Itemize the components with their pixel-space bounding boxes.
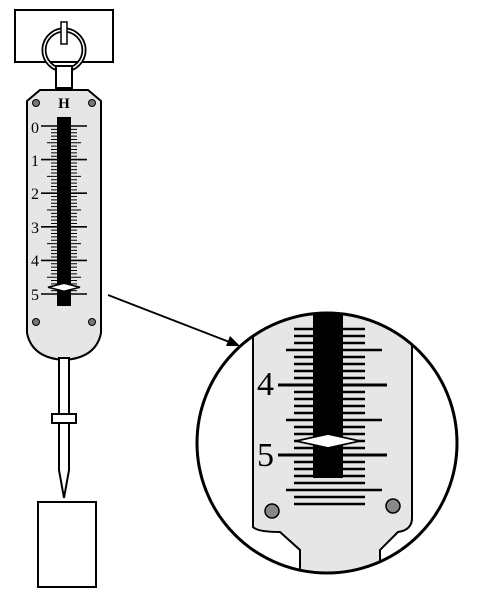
zoom-circle-border: [195, 311, 459, 575]
zoom-label-5: 5: [257, 437, 274, 474]
hanging-weight: [37, 501, 97, 588]
scale-label-5: 5: [31, 287, 39, 304]
pointer: [47, 282, 81, 293]
hanging-ring: [41, 21, 87, 89]
zoom-screw-left: [264, 503, 280, 519]
scale-label-0: 0: [31, 120, 39, 137]
scale-label-3: 3: [31, 220, 39, 237]
scale-top-label: H: [58, 96, 70, 112]
zoom-spring-slot: [313, 313, 343, 478]
zoom-pointer: [295, 433, 361, 449]
scale-label-2: 2: [31, 186, 39, 203]
scale-label-4: 4: [31, 253, 39, 270]
scale-ticks: [41, 125, 87, 295]
magnify-arrow: [107, 294, 240, 346]
scale-label-1: 1: [31, 153, 39, 170]
zoom-view: 4 5: [252, 313, 413, 573]
housing-screws: [32, 99, 96, 326]
zoom-screw-right: [385, 498, 401, 514]
spring-slot: [57, 117, 71, 306]
zoom-label-4: 4: [257, 366, 274, 403]
scale-labels: 0 1 2 3 4 5: [31, 120, 39, 304]
hook-rod: [51, 357, 77, 499]
zoom-ticks: [278, 327, 387, 506]
